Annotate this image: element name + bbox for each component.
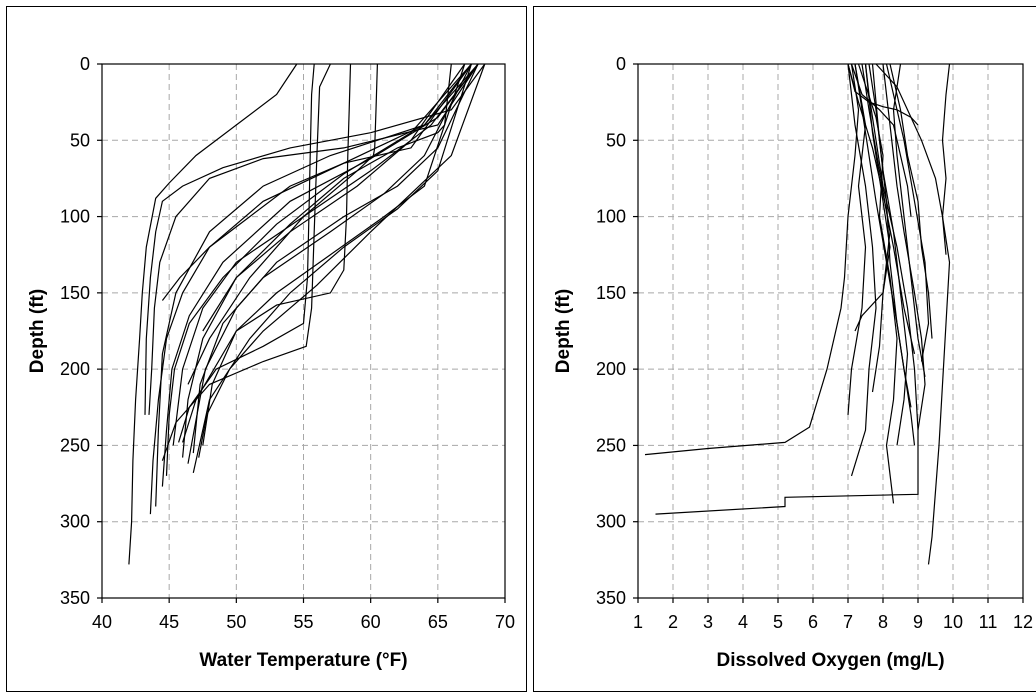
- y-tick-label: 350: [60, 588, 90, 608]
- y-tick-label: 0: [616, 54, 626, 74]
- profile-line-17: [161, 63, 331, 461]
- x-tick-label: 60: [361, 612, 381, 632]
- y-tick-label: 300: [60, 512, 90, 532]
- x-tick-label: 7: [843, 612, 853, 632]
- profile-line-16: [178, 63, 315, 443]
- profile-line-14: [202, 63, 466, 446]
- x-tick-label: 10: [943, 612, 963, 632]
- x-tick-label: 1: [633, 612, 643, 632]
- y-tick-label: 150: [60, 283, 90, 303]
- x-tick-label: 65: [428, 612, 448, 632]
- profile-line-20: [161, 63, 472, 301]
- x-tick-label: 2: [668, 612, 678, 632]
- temperature-chart-panel: 0 50 100 150 200 250 300 350 40 45 50 55 60 65 70 Water…: [6, 6, 527, 692]
- x-tick-label: 40: [92, 612, 112, 632]
- profile-line-9: [182, 63, 466, 458]
- profile-line-12: [885, 63, 930, 362]
- x-tick-label: 9: [913, 612, 923, 632]
- y-tick-label: 200: [596, 359, 626, 379]
- x-tick-label: 11: [979, 612, 998, 632]
- oxygen-chart-panel: 0 50 100 150 200 250 300 350 1 2 3 4 5 6 7 8 9 10 11 12 Diss…: [533, 6, 1036, 692]
- x-tick-label: 8: [878, 612, 888, 632]
- x-tick-label: 3: [703, 612, 713, 632]
- y-tick-label: 150: [596, 283, 626, 303]
- y-tick-label: 350: [596, 588, 626, 608]
- profile-line-4: [155, 63, 479, 507]
- profile-line-10: [892, 63, 926, 377]
- x-tick-label: 4: [738, 612, 748, 632]
- x-tick-label: 5: [773, 612, 783, 632]
- y-tick-label: 100: [596, 207, 626, 227]
- profile-line-1: [128, 63, 298, 565]
- y-tick-label: 250: [596, 435, 626, 455]
- profile-line-19: [202, 63, 452, 332]
- profile-line-16: [875, 63, 947, 255]
- y-tick-label: 200: [60, 359, 90, 379]
- profile-line-15: [889, 63, 933, 339]
- y-axis-title: Depth (ft): [553, 289, 574, 373]
- profile-line-1: [644, 63, 860, 456]
- y-tick-label: 50: [70, 130, 90, 150]
- x-tick-label: 55: [293, 612, 313, 632]
- profile-line-11: [187, 63, 479, 464]
- profile-line-5: [149, 63, 472, 515]
- profile-line-13: [198, 63, 486, 458]
- x-tick-label: 6: [808, 612, 818, 632]
- y-tick-label: 300: [596, 512, 626, 532]
- x-tick-label: 45: [159, 612, 179, 632]
- x-tick-label: 70: [495, 612, 515, 632]
- x-tick-label: 50: [226, 612, 246, 632]
- profile-line-7: [165, 63, 472, 476]
- profile-line-12: [192, 63, 472, 474]
- profile-line-17: [847, 63, 919, 126]
- y-tick-label: 100: [60, 207, 90, 227]
- x-tick-label: 12: [1013, 612, 1033, 632]
- y-tick-label: 50: [606, 130, 626, 150]
- profile-line-3: [927, 63, 951, 565]
- profile-line-8: [172, 63, 479, 446]
- cropped-caption-strip: [0, 0, 1036, 6]
- y-axis-title: Depth (ft): [27, 289, 48, 373]
- y-tick-label: 0: [80, 54, 90, 74]
- plot-frame: [637, 63, 1024, 599]
- profile-line-14: [847, 63, 916, 355]
- profile-line-6: [847, 63, 877, 477]
- x-axis-title: Dissolved Oxygen (mg/L): [716, 650, 944, 671]
- y-tick-label: 250: [60, 435, 90, 455]
- profile-line-19: [854, 63, 891, 332]
- profile-line-6: [161, 63, 479, 487]
- x-axis-title: Water Temperature (°F): [199, 650, 407, 671]
- profile-line-2: [144, 63, 486, 415]
- profile-line-15: [182, 63, 352, 443]
- profile-line-11: [871, 63, 912, 408]
- profile-line-18: [850, 63, 912, 217]
